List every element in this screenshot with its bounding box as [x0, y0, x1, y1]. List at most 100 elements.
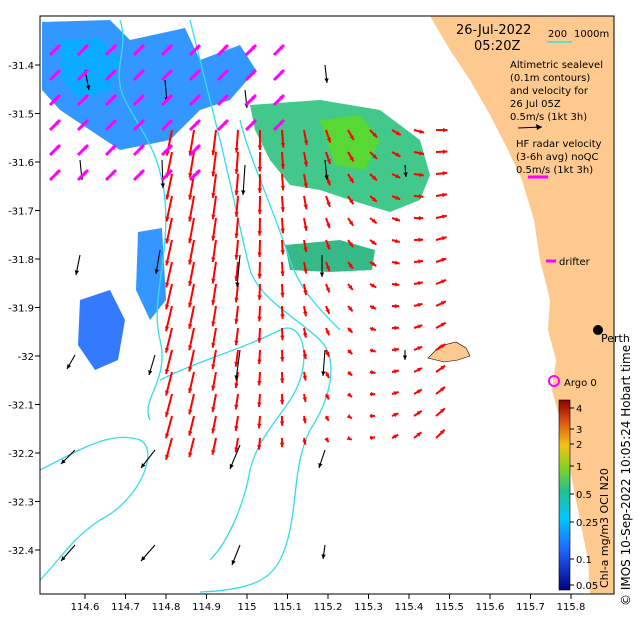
hf-arrow — [369, 151, 378, 160]
hf-arrow — [211, 349, 217, 370]
hf-arrow — [413, 302, 423, 308]
altimetry-arrow — [231, 544, 241, 566]
hf-arrow — [391, 347, 400, 352]
hf-arrow — [391, 195, 401, 201]
altimetry-arrow — [154, 249, 161, 275]
hf-arrow — [234, 371, 239, 389]
hf-arrow — [280, 261, 285, 277]
legend-sealevel-line4: 26 Jul 05Z — [510, 99, 561, 110]
hf-arrow — [257, 283, 262, 300]
hf-arrow — [325, 129, 332, 143]
lat-tick-label: -31.9 — [8, 304, 34, 315]
hf-arrow — [347, 327, 354, 334]
altimetry-arrow — [319, 255, 325, 277]
hf-arrow — [280, 283, 285, 298]
legend-drifter-label: drifter — [559, 257, 591, 268]
lon-tick-label: 114.6 — [71, 602, 100, 613]
hf-arrow — [302, 327, 308, 338]
lon-tick-label: 114.7 — [111, 602, 140, 613]
altimetry-arrows — [60, 64, 408, 566]
hf-arrow — [413, 281, 423, 286]
colorbar — [558, 399, 571, 591]
hf-arrow — [188, 283, 195, 308]
hf-arrow — [280, 239, 285, 255]
drifter-arrow — [104, 93, 118, 107]
chlorophyll-layer — [42, 20, 430, 370]
hf-arrow — [257, 305, 262, 322]
drifter-arrow — [104, 68, 118, 82]
altimetry-arrow — [324, 159, 329, 181]
perth-label: Perth — [601, 332, 630, 345]
hf-arrow — [279, 393, 285, 405]
hf-arrow — [325, 151, 332, 165]
sealevel-contours — [40, 19, 341, 593]
hf-arrow — [188, 437, 195, 458]
colorbar-title: Chl-a mg/m3 OCI N20 — [598, 468, 611, 588]
drifter-arrows — [48, 43, 286, 182]
hf-arrow — [280, 349, 285, 362]
hf-arrow — [347, 195, 355, 205]
hf-arrow — [435, 429, 446, 439]
hf-arrow — [435, 127, 448, 133]
hf-arrow — [324, 393, 330, 400]
lat-tick-label: -32 — [18, 352, 34, 363]
hf-arrow — [165, 195, 173, 222]
hf-arrow — [324, 371, 330, 379]
altimetry-arrow — [60, 544, 76, 562]
hf-arrow — [435, 407, 446, 417]
altimetry-arrow — [321, 544, 326, 560]
hf-arrow — [188, 195, 195, 222]
drifter-arrow — [160, 68, 174, 82]
hf-arrow — [413, 431, 423, 439]
hf-arrow — [369, 195, 378, 203]
drifter-arrow — [160, 93, 174, 107]
colorbar-tick-label: 0.25 — [576, 518, 598, 529]
hf-arrow — [303, 261, 308, 274]
drifter-arrow — [132, 68, 146, 82]
hf-arrow — [188, 261, 195, 287]
lat-tick-label: -31.8 — [8, 255, 34, 266]
hf-arrow — [303, 151, 309, 167]
hf-arrow — [413, 259, 424, 264]
hf-arrow — [257, 129, 263, 151]
hf-arrow — [413, 129, 425, 134]
drifter-arrow — [216, 68, 230, 82]
drifter-arrow — [76, 118, 90, 132]
drifter-arrow — [244, 43, 258, 57]
hf-arrow — [413, 388, 423, 395]
hf-arrow — [257, 217, 262, 236]
drifter-arrow — [188, 118, 202, 132]
hf-arrow — [325, 195, 331, 208]
drifter-arrow — [76, 168, 90, 182]
hf-arrow — [257, 151, 263, 172]
hf-arrow — [347, 392, 353, 398]
hf-arrow — [325, 239, 331, 250]
argo-marker — [548, 375, 560, 387]
hf-arrow — [279, 437, 285, 448]
altimetry-arrow — [324, 64, 329, 84]
chl-patch-west — [78, 290, 125, 370]
hf-arrow — [257, 415, 262, 429]
drifter-arrow — [76, 68, 90, 82]
hf-arrow — [369, 283, 377, 289]
altimetry-arrow — [229, 444, 241, 470]
hf-arrow — [347, 151, 355, 162]
lon-tick-label: 114.8 — [152, 602, 181, 613]
longitude-axis: 114.6 114.7 114.8 114.9 115 115.1 115.2 115.3 11… — [71, 594, 585, 613]
hf-arrow — [188, 393, 195, 415]
hf-arrow — [391, 282, 400, 287]
drifter-arrow — [76, 93, 90, 107]
hf-arrow — [165, 239, 173, 266]
hf-arrow — [234, 305, 239, 324]
hf-arrow — [435, 214, 447, 219]
hf-arrow — [303, 217, 308, 231]
colorbar-tick-label: 0.5 — [576, 490, 592, 501]
hf-arrow — [234, 415, 239, 431]
hf-arrow — [257, 173, 262, 193]
hf-arrow — [369, 173, 378, 182]
hf-arrow — [413, 410, 423, 417]
hf-arrow — [211, 217, 217, 241]
lon-tick-label: 115.3 — [354, 602, 383, 613]
altimetry-arrow — [235, 254, 241, 288]
hf-arrow — [391, 369, 399, 374]
